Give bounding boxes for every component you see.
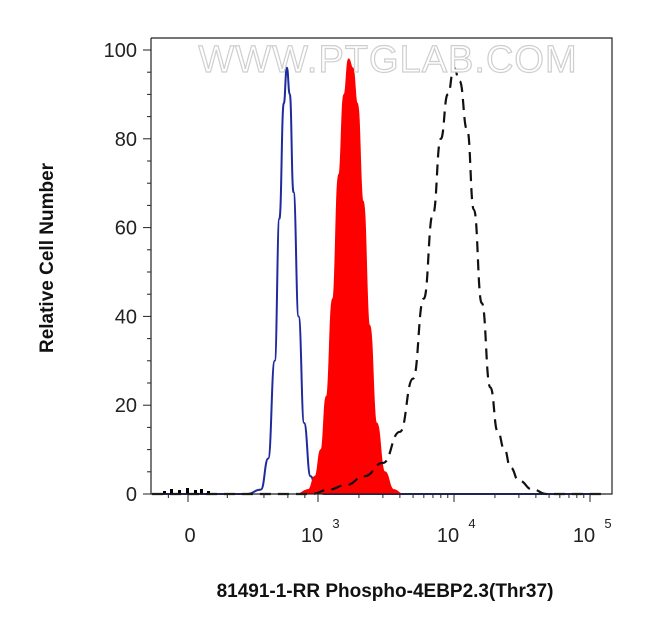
y-axis-title: Relative Cell Number: [37, 162, 58, 353]
watermark: WWW.PTGLAB.COM: [198, 39, 577, 81]
plot-frame: [150, 37, 613, 495]
baseline-noise-mark: [170, 489, 173, 494]
y-tick-label: 80: [115, 129, 137, 151]
x-tick-exponent: 3: [332, 516, 339, 531]
baseline-noise-mark: [186, 488, 189, 494]
y-tick-label: 40: [115, 306, 137, 328]
y-tick-label: 60: [115, 218, 137, 240]
x-tick-exponent: 5: [604, 516, 611, 531]
y-tick-label: 20: [115, 395, 137, 417]
x-tick-label: 10: [573, 525, 595, 547]
x-tick-label: 10: [301, 525, 323, 547]
series-red-filled: [152, 58, 601, 495]
plot-content: [152, 58, 601, 496]
baseline-noise-mark: [163, 491, 166, 494]
x-tick-exponent: 4: [468, 516, 475, 531]
y-tick-label: 0: [126, 484, 137, 506]
x-tick-label: 0: [184, 525, 195, 547]
x-axis-title: 81491-1-RR Phospho-4EBP2.3(Thr37): [217, 581, 554, 602]
axes: [143, 37, 613, 502]
baseline-noise-mark: [200, 489, 203, 494]
baseline-noise-mark: [194, 490, 197, 494]
tick-labels: 0 20 40 60 80 100 0 10 3 10 4 10 5: [104, 40, 612, 547]
baseline-noise-mark: [207, 491, 210, 494]
x-tick-label: 10: [437, 525, 459, 547]
y-tick-label: 100: [104, 40, 137, 62]
baseline-noise-mark: [178, 490, 181, 494]
